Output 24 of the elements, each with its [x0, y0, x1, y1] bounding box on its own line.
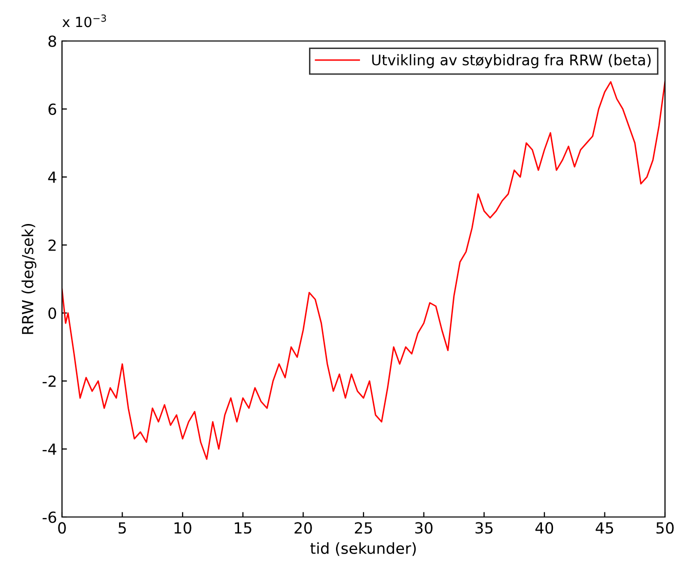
x-tick-label: 45 — [596, 522, 614, 534]
y-tick-label: -4 — [42, 444, 56, 455]
x-tick-label: 20 — [294, 522, 312, 534]
text: x 10$^{−3}$ — [62, 14, 106, 28]
y-tick-label: -6 — [42, 511, 56, 524]
legend-label: Utvikling av støybidrag fra RRW (beta) — [372, 54, 651, 68]
y-tick-label: 8 — [48, 35, 56, 48]
y-axis-title: RRW (deg/sek) — [22, 224, 36, 334]
x-tick-label: 35 — [476, 522, 492, 534]
x-axis-title: tid (sekunder) — [310, 542, 416, 556]
x-tick-label: 40 — [535, 522, 554, 534]
y-tick-label: 0 — [48, 307, 56, 320]
line-series — [62, 81, 665, 460]
y-tick-label: 4 — [48, 172, 56, 183]
y-tick-label: -2 — [42, 375, 56, 387]
x-tick-label: 50 — [656, 522, 674, 534]
x-tick-label: 5 — [118, 522, 126, 534]
y-tick-label: 2 — [48, 239, 56, 251]
x-tick-label: 15 — [234, 522, 252, 534]
x-tick-label: 25 — [354, 522, 372, 534]
y-tick-label: 6 — [48, 103, 56, 116]
x-tick-label: 10 — [174, 522, 192, 534]
x-tick-label: 0 — [58, 522, 66, 534]
x-tick-label: 30 — [415, 522, 433, 534]
